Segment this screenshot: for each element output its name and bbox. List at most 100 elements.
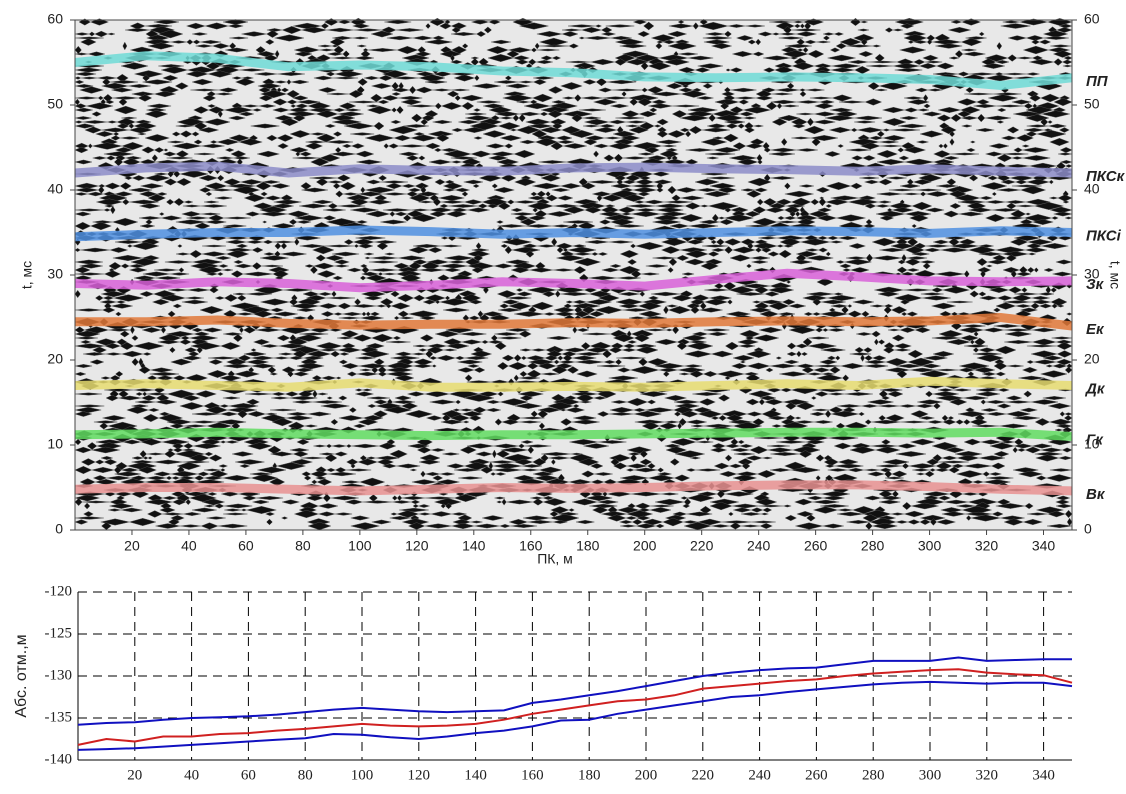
seismic-trace: [124, 173, 1072, 183]
seismic-trace: [89, 357, 1073, 367]
x-tick-label: 300: [918, 538, 942, 554]
seismic-trace: [115, 310, 1073, 318]
seismic-trace: [74, 29, 1069, 39]
x-tick-label: 100: [351, 767, 374, 783]
line: [77, 680, 1073, 751]
y-tick-label: 60: [47, 11, 63, 27]
seismic-trace: [74, 401, 1071, 411]
seismic-trace: [101, 521, 1073, 531]
x-tick-label: 280: [861, 538, 885, 554]
seismic-trace: [74, 45, 1070, 55]
x-tick-label: 180: [576, 538, 600, 554]
seismic-trace: [74, 113, 1050, 123]
y2-axis-label: t, мс: [1107, 261, 1123, 289]
seismic-trace: [125, 25, 1073, 35]
x-tick-label: 220: [692, 767, 715, 783]
x-tick-label: 180: [578, 767, 601, 783]
seismic-trace: [83, 509, 1073, 519]
horizon: [74, 161, 1073, 178]
seismic-trace: [74, 498, 1070, 506]
seismic-trace: [104, 301, 1065, 311]
seismic-trace: [74, 369, 1068, 379]
seismic-trace: [127, 242, 1069, 250]
x-tick-label: 100: [348, 538, 372, 554]
x-tick-label: 200: [635, 767, 658, 783]
seismic-trace: [74, 389, 1033, 399]
seismic-trace: [74, 289, 1055, 299]
seismic-trace: [100, 137, 1070, 147]
horizon-label: ПКСі: [1086, 227, 1122, 244]
seismic-trace: [74, 105, 1067, 115]
seismic-trace: [92, 345, 1017, 355]
seismic-trace: [91, 109, 1070, 119]
y2-tick-label: 50: [1084, 96, 1100, 112]
x-tick-label: 280: [862, 767, 885, 783]
x-tick-label: 120: [408, 767, 431, 783]
x-tick-label: 160: [519, 538, 543, 554]
y-axis-label: t, мс: [19, 261, 35, 289]
seismic-trace: [74, 517, 1073, 527]
x-tick-label: 80: [298, 767, 313, 783]
horizon: [75, 312, 1073, 331]
horizon: [74, 268, 1073, 293]
seismic-trace: [138, 365, 1073, 375]
seismic-trace: [112, 253, 1017, 263]
y-tick-label: 0: [55, 521, 63, 537]
seismic-trace: [139, 449, 1063, 459]
seismic-trace: [93, 417, 1073, 427]
seismic-trace: [74, 409, 1073, 419]
x-tick-label: 240: [748, 767, 771, 783]
y-axis-label: Абс. отм.,м: [13, 634, 30, 717]
y-tick-label: -130: [45, 667, 73, 683]
y2-tick-label: 10: [1084, 436, 1100, 452]
horizon: [74, 51, 1073, 91]
seismic-trace: [102, 413, 1073, 423]
y-tick-label: -140: [45, 751, 73, 767]
y-tick-label: -135: [45, 709, 73, 725]
x-tick-label: 160: [521, 767, 544, 783]
x-tick-label: 220: [690, 538, 714, 554]
seismic-trace: [74, 445, 1073, 455]
seismic-trace: [74, 49, 1073, 59]
seismic-trace: [78, 85, 1009, 95]
seismic-trace: [74, 209, 1073, 219]
seismic-trace: [122, 41, 1072, 51]
seismic-trace: [129, 21, 1073, 31]
seismic-trace: [74, 257, 1073, 267]
seismic-trace: [92, 473, 1073, 483]
seismic-trace: [74, 361, 1073, 371]
line: [77, 668, 1073, 746]
seismic-trace: [74, 146, 1073, 154]
line: [77, 656, 1072, 726]
x-tick-label: 20: [127, 767, 142, 783]
seismic-trace: [74, 141, 1030, 151]
seismic-trace: [74, 181, 1042, 191]
seismic-trace: [74, 189, 1069, 199]
y-tick-label: 20: [47, 351, 63, 367]
seismic-trace: [84, 125, 1070, 135]
y2-tick-label: 0: [1084, 521, 1092, 537]
seismic-trace: [74, 121, 1067, 131]
seismic-trace: [80, 37, 1052, 47]
horizon-label: Вк: [1086, 486, 1106, 503]
seismic-trace: [74, 493, 1071, 503]
y-tick-label: 10: [47, 436, 63, 452]
x-tick-label: 240: [747, 538, 771, 554]
seismic-trace: [95, 293, 1050, 303]
seismic-trace: [103, 285, 1057, 295]
x-tick-label: 260: [804, 538, 828, 554]
seismic-trace: [131, 89, 1039, 99]
x-tick-label: 320: [975, 538, 999, 554]
y-tick-label: -120: [45, 583, 73, 599]
y2-tick-label: 30: [1084, 266, 1100, 282]
seismic-trace: [74, 33, 1069, 43]
y-tick-label: 30: [47, 266, 63, 282]
x-axis-label: ПК, м: [537, 551, 573, 567]
seismic-trace: [135, 397, 1059, 407]
seismic-trace: [74, 465, 1073, 475]
seismic-trace: [74, 405, 1038, 415]
seismic-trace: [74, 81, 1063, 91]
x-tick-label: 140: [464, 767, 487, 783]
